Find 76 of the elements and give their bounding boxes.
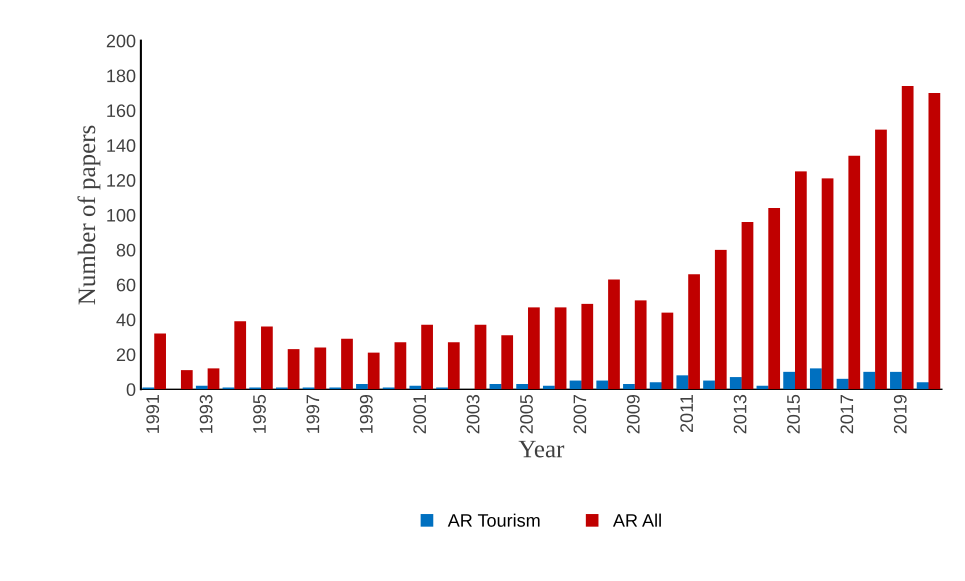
legend-label: AR Tourism: [448, 514, 540, 527]
x-tick-label: 1997: [306, 395, 320, 433]
bar: [261, 326, 273, 390]
bar: [890, 372, 902, 390]
bar: [634, 300, 647, 390]
bar: [688, 274, 700, 390]
bar: [783, 372, 795, 390]
bar: [730, 377, 742, 390]
y-tick-label: 120: [107, 174, 136, 187]
x-tick-label: 2019: [894, 394, 907, 434]
x-tick-label: 2005: [520, 394, 533, 434]
bar: [768, 208, 780, 390]
y-tick-label: 140: [107, 139, 136, 152]
bar: [714, 250, 727, 390]
x-tick-label: 2017: [840, 395, 854, 434]
legend-label: AR All: [612, 514, 661, 527]
x-tick-label: 2003: [466, 394, 480, 434]
bar: [848, 156, 860, 390]
bar: [928, 92, 940, 390]
bar: [623, 384, 635, 390]
bar: [650, 382, 662, 390]
bar: [314, 347, 326, 390]
y-tick-label: 180: [107, 69, 136, 82]
y-tick-label: 160: [107, 104, 136, 118]
bar: [208, 368, 220, 390]
x-tick-label: 1999: [360, 394, 373, 433]
y-tick-label: 40: [116, 313, 136, 326]
bar: [528, 307, 540, 390]
x-tick-label: 1993: [200, 394, 212, 433]
bar: [581, 304, 594, 390]
bar: [902, 86, 914, 390]
bar: [608, 279, 620, 390]
bar: [676, 375, 688, 390]
y-tick-label: 200: [106, 34, 136, 48]
bar: [810, 368, 822, 390]
bar: [742, 222, 754, 390]
bar: [356, 384, 368, 390]
bar: [863, 372, 876, 390]
bar: [154, 333, 166, 390]
x-tick-label: 2001: [413, 395, 426, 434]
bar: [341, 338, 353, 390]
bar: [501, 335, 514, 390]
y-tick-label: 60: [116, 278, 136, 292]
y-tick-label: 20: [116, 348, 136, 362]
bar: [554, 307, 566, 390]
x-tick-label: 2009: [626, 394, 640, 434]
y-tick-label: 80: [116, 244, 136, 257]
x-axis-title: Year: [518, 440, 564, 458]
x-tick-label: 2015: [787, 394, 800, 434]
bar: [474, 324, 486, 390]
bar: [795, 171, 807, 390]
x-tick-label: 1995: [253, 394, 266, 433]
x-tick-label: 1991: [146, 395, 160, 433]
bar: [916, 382, 928, 390]
bar: [448, 342, 460, 390]
y-tick-label: 0: [126, 383, 136, 396]
bar: [421, 324, 433, 390]
bar: [490, 384, 502, 390]
x-tick-label: 2013: [734, 394, 746, 434]
bar: [662, 312, 674, 390]
bar: [703, 380, 715, 390]
bar: [288, 349, 300, 390]
bar: [875, 130, 887, 390]
bar: [822, 178, 834, 390]
bar: [516, 384, 528, 390]
bar: [180, 370, 193, 390]
bar: [234, 321, 246, 390]
bar: [836, 378, 848, 390]
y-tick-label: 100: [107, 208, 136, 222]
bar: [570, 380, 582, 390]
x-tick-label: 2011: [680, 395, 694, 432]
x-tick-label: 2007: [573, 395, 586, 434]
bar: [368, 352, 380, 390]
y-axis-title: Number of papers: [77, 126, 100, 304]
bar: [596, 380, 608, 390]
bar: [394, 342, 406, 390]
